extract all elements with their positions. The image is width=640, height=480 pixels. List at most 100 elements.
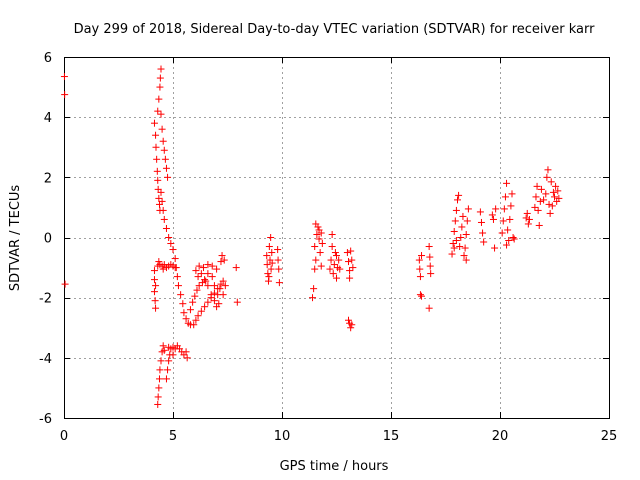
x-tick-label: 0 [60, 429, 68, 444]
data-point [510, 235, 518, 243]
data-point [154, 185, 162, 193]
data-point [331, 249, 339, 257]
data-point [500, 205, 508, 213]
data-point [162, 375, 170, 383]
data-point [152, 131, 160, 139]
data-point [347, 247, 355, 255]
data-point [333, 274, 340, 282]
data-point [551, 193, 558, 201]
data-point [150, 267, 158, 275]
data-point [274, 256, 282, 264]
data-point [179, 300, 187, 308]
data-point [154, 176, 162, 184]
y-axis-label: SDTVAR / TECUs [8, 185, 23, 292]
data-point [449, 240, 457, 248]
data-point [451, 217, 459, 225]
data-point [534, 206, 542, 214]
data-point [329, 270, 337, 278]
data-point [161, 155, 169, 163]
data-point [183, 354, 191, 362]
y-tick-label: 6 [44, 51, 52, 66]
data-point [456, 243, 464, 251]
data-point [525, 215, 533, 223]
data-point [165, 343, 173, 351]
data-point [328, 230, 336, 238]
data-point [545, 200, 553, 208]
data-point [318, 240, 326, 248]
data-point [169, 246, 177, 254]
data-point [477, 218, 485, 226]
data-point [61, 280, 69, 288]
data-point [171, 255, 179, 263]
data-point [207, 291, 215, 299]
data-point [194, 273, 202, 281]
data-point [177, 291, 185, 299]
data-point [159, 265, 167, 273]
y-tick-label: -4 [39, 352, 52, 367]
data-point [221, 282, 229, 290]
data-point [328, 243, 336, 251]
data-point [159, 206, 167, 214]
data-point [152, 304, 160, 312]
data-point [213, 265, 221, 273]
data-point [349, 264, 357, 272]
data-point [157, 65, 165, 73]
data-point [165, 357, 173, 365]
data-point [160, 146, 168, 154]
data-point [508, 190, 516, 198]
data-point [197, 270, 205, 278]
data-point [204, 282, 212, 290]
data-point [344, 316, 352, 324]
data-point [416, 291, 424, 299]
data-point [544, 166, 552, 174]
data-point [552, 182, 560, 190]
data-point [155, 258, 163, 266]
data-point [450, 227, 458, 235]
data-point [216, 285, 224, 293]
data-point [504, 226, 512, 234]
data-point [162, 224, 170, 232]
data-point [499, 217, 507, 225]
x-tick-label: 5 [169, 429, 177, 444]
data-point [317, 229, 325, 237]
data-point [547, 178, 555, 186]
data-point [316, 249, 324, 257]
data-point [524, 220, 532, 228]
data-point [555, 194, 563, 202]
data-point [171, 264, 179, 272]
data-point [480, 238, 488, 246]
data-point [426, 253, 434, 261]
data-point [192, 316, 200, 324]
data-point [232, 264, 240, 272]
data-point [343, 249, 351, 257]
data-point [153, 155, 161, 163]
data-point [265, 273, 273, 281]
data-point [531, 203, 539, 211]
data-point [155, 375, 163, 383]
data-point [192, 267, 200, 275]
grid [64, 57, 609, 418]
data-point [190, 321, 198, 329]
data-point [448, 250, 456, 258]
data-point [191, 292, 199, 300]
data-point [150, 119, 158, 127]
data-point [218, 252, 226, 260]
x-tick-label: 25 [601, 429, 618, 444]
data-point [453, 196, 461, 204]
data-point [275, 279, 283, 287]
data-point [457, 234, 465, 241]
data-point [459, 212, 467, 220]
data-point [160, 215, 168, 223]
x-tick-label: 20 [492, 429, 509, 444]
data-point [159, 137, 167, 145]
data-point [165, 234, 173, 241]
data-point [156, 74, 164, 82]
data-point [426, 262, 434, 270]
data-point [156, 366, 164, 374]
data-point [157, 110, 165, 118]
data-point [157, 188, 165, 196]
data-point [274, 246, 282, 254]
data-point [219, 291, 227, 299]
data-point [150, 288, 158, 296]
data-point [418, 292, 426, 300]
